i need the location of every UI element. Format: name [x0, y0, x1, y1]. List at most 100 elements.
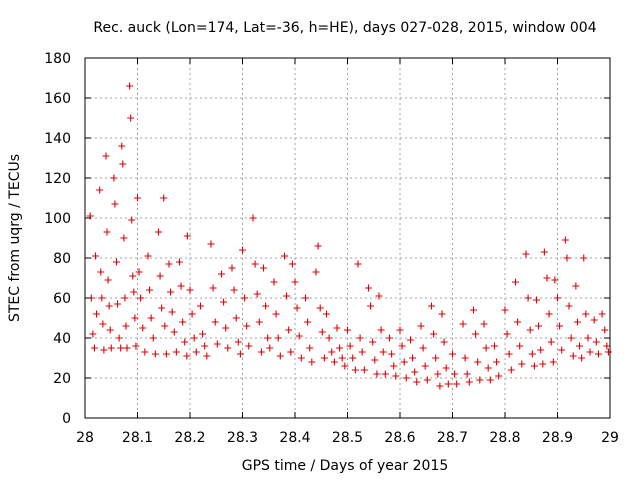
data-point: [285, 326, 293, 334]
data-point: [603, 342, 611, 350]
data-point: [373, 370, 381, 378]
x-tick-label: 28.4: [279, 430, 310, 446]
x-axis-label: GPS time / Days of year 2015: [242, 458, 449, 474]
grid: [85, 58, 610, 418]
data-point: [417, 322, 425, 330]
data-point: [598, 310, 606, 318]
data-point: [251, 260, 259, 268]
data-point: [476, 376, 484, 384]
data-point: [262, 302, 270, 310]
data-point: [409, 354, 417, 362]
data-point: [341, 362, 349, 370]
data-point: [230, 286, 238, 294]
data-point: [92, 252, 99, 260]
data-point: [398, 342, 406, 350]
data-point: [396, 326, 404, 334]
data-point: [386, 334, 393, 342]
data-point: [516, 342, 524, 350]
y-tick-label: 0: [62, 411, 71, 427]
data-point: [276, 352, 284, 360]
data-point: [222, 324, 230, 332]
data-point: [358, 348, 366, 356]
data-point: [567, 334, 575, 342]
y-tick-label: 140: [44, 131, 71, 147]
data-point: [126, 82, 134, 90]
data-point: [167, 288, 175, 296]
data-point: [155, 228, 162, 236]
data-point: [411, 368, 419, 376]
data-point: [530, 362, 538, 370]
data-point: [524, 294, 532, 302]
data-point: [369, 338, 377, 346]
data-point: [287, 348, 295, 356]
x-tick-label: 28.3: [227, 430, 258, 446]
data-point: [547, 338, 555, 346]
data-point: [104, 276, 112, 284]
data-point: [377, 326, 385, 334]
data-point: [144, 252, 152, 260]
data-point: [407, 336, 414, 344]
data-point: [118, 142, 126, 150]
data-point: [578, 354, 586, 362]
data-point: [306, 344, 314, 352]
data-point: [293, 304, 301, 312]
data-point: [264, 334, 272, 342]
data-point: [336, 344, 344, 352]
data-point: [328, 348, 336, 356]
data-point: [554, 294, 561, 302]
x-tick-label: 28.6: [384, 430, 415, 446]
data-point: [239, 246, 246, 254]
data-point: [379, 348, 387, 356]
data-point: [514, 318, 522, 326]
data-point: [190, 334, 198, 342]
data-point: [234, 338, 242, 346]
data-point: [503, 330, 511, 338]
data-point: [323, 310, 330, 318]
data-point: [438, 310, 446, 318]
data-point: [213, 340, 221, 348]
data-point: [463, 370, 471, 378]
data-point: [131, 314, 139, 322]
data-point: [484, 364, 492, 372]
data-point: [474, 358, 482, 366]
data-point: [160, 194, 168, 202]
data-point: [137, 294, 145, 302]
data-point: [421, 362, 429, 370]
data-point: [444, 380, 452, 388]
chart-title: Rec. auck (Lon=174, Lat=-36, h=HE), days…: [93, 20, 596, 36]
data-point: [320, 354, 328, 362]
data-point: [127, 114, 135, 122]
data-point: [522, 250, 530, 258]
data-point: [102, 152, 110, 160]
data-point: [218, 270, 225, 278]
data-point: [528, 350, 536, 358]
x-tick-label: 28.5: [332, 430, 363, 446]
data-point: [390, 362, 398, 370]
data-point: [139, 324, 147, 332]
data-point: [333, 324, 341, 332]
data-point: [186, 286, 194, 294]
data-point: [365, 284, 372, 292]
data-point: [367, 302, 375, 310]
data-point: [419, 344, 427, 352]
data-point: [158, 304, 166, 312]
data-point: [121, 294, 129, 302]
data-point: [491, 342, 498, 350]
data-point: [156, 272, 164, 280]
data-point: [346, 342, 354, 350]
data-point: [533, 296, 540, 304]
data-point: [505, 350, 513, 358]
data-point: [188, 310, 196, 318]
x-tick-label: 28: [76, 430, 94, 446]
data-point: [302, 294, 309, 302]
data-point: [428, 302, 435, 310]
data-point: [470, 306, 477, 314]
data-point: [601, 326, 609, 334]
data-point: [232, 314, 240, 322]
data-point: [249, 214, 257, 222]
data-point: [170, 328, 178, 336]
data-point: [177, 282, 185, 290]
data-point: [432, 354, 440, 362]
data-point: [592, 338, 600, 346]
y-tick-label: 180: [44, 51, 71, 67]
